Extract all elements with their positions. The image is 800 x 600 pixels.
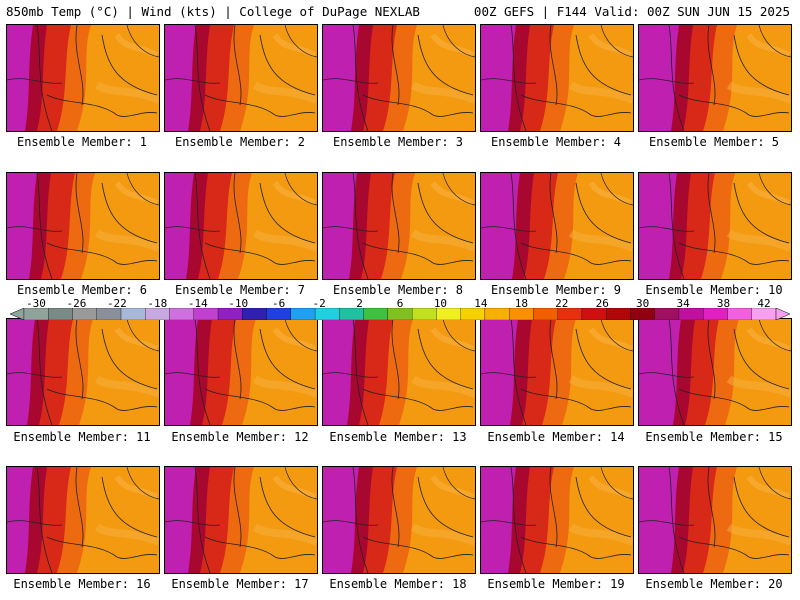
ensemble-member-caption: Ensemble Member: 18 <box>329 577 467 591</box>
ensemble-map-panel <box>6 172 160 280</box>
ensemble-member-caption: Ensemble Member: 11 <box>13 430 151 444</box>
colorbar-tick-label: 18 <box>514 297 528 310</box>
ensemble-map-panel <box>6 466 160 574</box>
ensemble-map-panel <box>638 172 792 280</box>
header-valid-time: 00Z GEFS | F144 Valid: 00Z SUN JUN 15 20… <box>473 4 790 19</box>
ensemble-member-caption: Ensemble Member: 3 <box>332 135 464 149</box>
ensemble-map-panel <box>6 318 160 426</box>
ensemble-member-caption: Ensemble Member: 7 <box>174 283 306 297</box>
colorbar-tick-label: 14 <box>474 297 488 310</box>
ensemble-map-panel <box>322 466 476 574</box>
ensemble-map-panel <box>480 172 634 280</box>
ensemble-member-caption: Ensemble Member: 17 <box>171 577 309 591</box>
ensemble-map-panel <box>164 24 318 132</box>
ensemble-member-caption: Ensemble Member: 10 <box>645 283 783 297</box>
colorbar-strip <box>10 308 790 320</box>
colorbar-tick-label: 30 <box>636 297 650 310</box>
ensemble-member-caption: Ensemble Member: 16 <box>13 577 151 591</box>
ensemble-map-panel <box>164 172 318 280</box>
ensemble-map-panel <box>638 466 792 574</box>
ensemble-member-caption: Ensemble Member: 5 <box>648 135 780 149</box>
colorbar-tick-label: 10 <box>433 297 448 310</box>
colorbar-tick-label: 38 <box>716 297 731 310</box>
header-title: 850mb Temp (°C) | Wind (kts) | College o… <box>6 4 420 19</box>
colorbar-tick-label: -22 <box>106 297 127 310</box>
colorbar-tick-label: 26 <box>595 297 609 310</box>
colorbar-tick-label: -30 <box>26 297 46 310</box>
ensemble-member-caption: Ensemble Member: 20 <box>645 577 783 591</box>
ensemble-map-panel <box>480 24 634 132</box>
ensemble-map-panel <box>6 24 160 132</box>
ensemble-member-caption: Ensemble Member: 4 <box>490 135 622 149</box>
ensemble-member-caption: Ensemble Member: 1 <box>16 135 148 149</box>
colorbar-tick-label: 42 <box>757 297 771 310</box>
ensemble-member-caption: Ensemble Member: 12 <box>171 430 309 444</box>
ensemble-member-caption: Ensemble Member: 8 <box>332 283 464 297</box>
ensemble-member-caption: Ensemble Member: 19 <box>487 577 625 591</box>
ensemble-member-caption: Ensemble Member: 14 <box>487 430 625 444</box>
ensemble-map-panel <box>480 466 634 574</box>
ensemble-member-caption: Ensemble Member: 6 <box>16 283 148 297</box>
ensemble-map-panel <box>322 172 476 280</box>
ensemble-member-caption: Ensemble Member: 2 <box>174 135 306 149</box>
colorbar-tick-label: -10 <box>228 297 249 310</box>
ensemble-map-panel <box>164 466 318 574</box>
colorbar-legend: -30 -26 -22 -18 -14 -10 -6 -2 2 6 10 14 18 22 26 30 34 38… <box>10 297 790 321</box>
colorbar-tick-label: -6 <box>272 297 286 310</box>
colorbar-tick-label: 34 <box>676 297 690 310</box>
ensemble-member-caption: Ensemble Member: 9 <box>490 283 622 297</box>
ensemble-map-panel <box>322 318 476 426</box>
colorbar-tick-label: 22 <box>555 297 569 310</box>
colorbar-tick-label: 6 <box>396 297 404 310</box>
ensemble-member-caption: Ensemble Member: 15 <box>645 430 783 444</box>
ensemble-member-caption: Ensemble Member: 13 <box>329 430 467 444</box>
ensemble-map-panel <box>480 318 634 426</box>
ensemble-map-panel <box>638 318 792 426</box>
colorbar-tick-label: -14 <box>187 297 208 310</box>
colorbar-tick-label: -18 <box>147 297 168 310</box>
colorbar-tick-label: -2 <box>312 297 326 310</box>
ensemble-map-panel <box>322 24 476 132</box>
ensemble-map-panel <box>638 24 792 132</box>
colorbar-tick-label: 2 <box>356 297 363 310</box>
ensemble-map-panel <box>164 318 318 426</box>
colorbar-tick-label: -26 <box>66 297 87 310</box>
